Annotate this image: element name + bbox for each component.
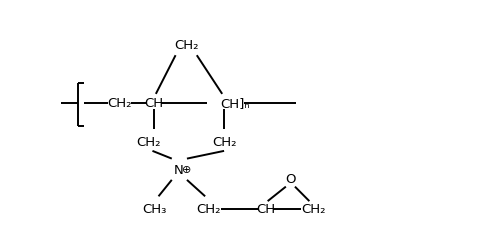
Text: CH₃: CH₃ <box>142 202 166 215</box>
Text: CH₂: CH₂ <box>174 39 198 52</box>
Text: CH: CH <box>256 202 275 215</box>
Text: N: N <box>173 163 183 176</box>
Text: O: O <box>285 173 295 186</box>
Text: CH₂: CH₂ <box>211 135 236 148</box>
Text: ⊕: ⊕ <box>182 164 191 174</box>
Text: CH₂: CH₂ <box>107 97 132 110</box>
Text: CH: CH <box>144 97 163 110</box>
Text: CH₂: CH₂ <box>196 202 221 215</box>
Text: CH]ₙ: CH]ₙ <box>220 97 249 110</box>
Text: CH₂: CH₂ <box>300 202 325 215</box>
Text: CH₂: CH₂ <box>136 135 160 148</box>
